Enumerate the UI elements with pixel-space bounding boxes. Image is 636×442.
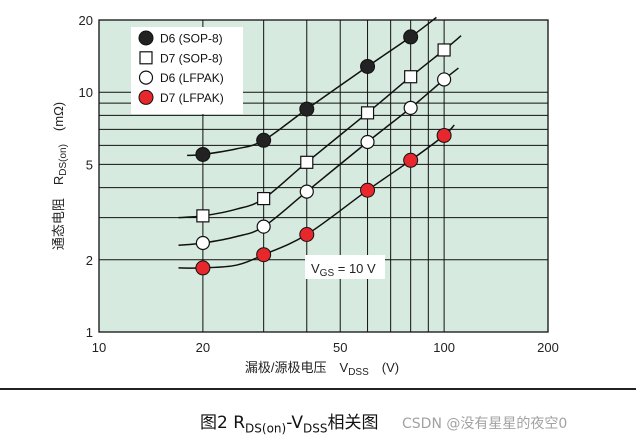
- data-point-series-2: [360, 134, 375, 150]
- data-point-series-0: [256, 132, 272, 148]
- data-point-series-1: [300, 155, 314, 169]
- y-tick-label: 1: [86, 325, 93, 340]
- figure-caption: 图2 RDS(on)-VDSS相关图: [200, 413, 379, 436]
- y-tick-label: 20: [79, 13, 93, 28]
- x-tick-label: 50: [333, 340, 347, 355]
- legend: D6 (SOP-8) D7 (SOP-8) D6 (LFPAK) D7 (LFPAK): [131, 27, 243, 114]
- plot-frame: [98, 19, 549, 333]
- data-point-series-3: [403, 152, 419, 168]
- legend-label: D6 (SOP-8): [160, 32, 223, 46]
- data-point-series-0: [360, 58, 376, 74]
- data-point-series-0: [403, 29, 419, 45]
- annotation-box: [305, 255, 385, 279]
- data-point-series-1: [404, 70, 418, 84]
- legend-marker-3: [138, 89, 154, 105]
- x-tick-label: 200: [537, 340, 559, 355]
- tick-labels: 10 20 50 100 200 1 2 5 10 20: [79, 13, 559, 355]
- data-point-series-3: [436, 127, 452, 143]
- y-axis-label: 通态电阻 RDS(on) (mΩ): [51, 102, 69, 250]
- data-point-series-2: [195, 235, 210, 251]
- watermark: CSDN @没有星星的夜空0: [402, 416, 568, 432]
- legend-marker-2: [138, 70, 154, 85]
- data-point-series-1: [360, 106, 375, 120]
- data-point-series-3: [299, 227, 315, 243]
- legend-label: D6 (LFPAK): [160, 71, 224, 85]
- legend-label: D7 (SOP-8): [160, 51, 223, 65]
- data-point-series-3: [195, 260, 211, 276]
- y-tick-label: 2: [86, 253, 93, 268]
- data-point-series-2: [299, 184, 314, 199]
- vgs-annotation: VGS = 10 V: [311, 261, 376, 279]
- legend-marker-0: [138, 30, 154, 46]
- x-tick-label: 100: [433, 340, 455, 355]
- data-point-series-1: [257, 191, 271, 206]
- data-point-series-0: [195, 146, 211, 162]
- y-tick-label: 10: [79, 85, 93, 100]
- x-tick-label: 10: [92, 340, 106, 355]
- y-tick-label: 5: [86, 157, 93, 172]
- data-point-series-3: [256, 247, 272, 263]
- data-point-series-2: [437, 72, 452, 87]
- data-point-series-2: [403, 100, 418, 115]
- x-tick-label: 20: [196, 340, 210, 355]
- data-point-series-3: [360, 182, 376, 198]
- data-point-series-2: [256, 219, 271, 234]
- x-axis-label: 漏极/源极电压 VDSS (V): [245, 360, 399, 378]
- legend-label: D7 (LFPAK): [160, 91, 224, 105]
- data-point-series-1: [196, 209, 210, 223]
- data-point-series-1: [437, 43, 451, 57]
- legend-marker-1: [139, 51, 153, 65]
- series-markers: [195, 29, 452, 276]
- data-point-series-0: [299, 101, 315, 117]
